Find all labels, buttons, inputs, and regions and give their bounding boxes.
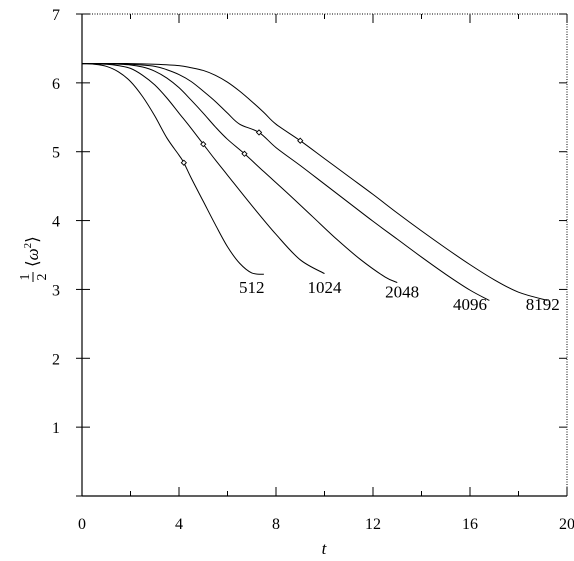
series-layer (81, 62, 548, 301)
x-tick-label: 20 (559, 516, 574, 533)
y-axis-title-close: ⟩ (23, 236, 42, 243)
series-marker-512 (180, 159, 187, 166)
series-marker-8192 (297, 137, 304, 144)
series-label-8192: 8192 (526, 295, 560, 314)
x-tick-label: 16 (462, 516, 478, 533)
series-label-512: 512 (239, 278, 265, 297)
series-marker-1024 (200, 141, 207, 148)
y-axis-title-symbol: ω (23, 248, 42, 260)
series-line-512 (81, 63, 264, 275)
x-axis-title: t (322, 539, 328, 558)
x-tick-label: 4 (175, 516, 183, 533)
x-tick-label: 8 (272, 516, 280, 533)
series-label-4096: 4096 (453, 295, 487, 314)
y-axis-title-denominator: 2 (35, 274, 50, 281)
axes-layer (81, 14, 567, 497)
y-tick-label: 2 (52, 351, 60, 368)
label-layer: 512 1024 2048 4096 8192 (239, 278, 560, 314)
plot-frame (81, 13, 568, 497)
series-label-2048: 2048 (385, 283, 419, 302)
x-tick-label: 0 (78, 516, 86, 533)
y-axis-title-expression: ⟨ω2⟩ (22, 236, 42, 267)
series-line-4096 (81, 63, 490, 301)
x-tick-label: 12 (365, 516, 381, 533)
y-axis-title-open: ⟨ (23, 260, 42, 267)
y-tick-label: 3 (52, 282, 60, 299)
series-marker-2048 (241, 150, 248, 157)
y-axis-title-numerator: 1 (18, 274, 33, 281)
y-axis-title: 1 2 ⟨ω2⟩ (18, 236, 50, 282)
y-tick-label: 7 (52, 7, 60, 24)
series-line-8192 (82, 63, 548, 301)
series-line-2048 (81, 62, 398, 284)
y-axis-title-power: 2 (22, 243, 34, 249)
series-marker-4096 (255, 129, 263, 136)
y-tick-label: 4 (52, 214, 60, 231)
y-tick-label: 6 (52, 76, 60, 93)
y-tick-label: 1 (52, 420, 60, 437)
y-tick-label: 5 (52, 145, 60, 162)
series-label-1024: 1024 (308, 278, 343, 297)
series-line-1024 (81, 63, 325, 275)
